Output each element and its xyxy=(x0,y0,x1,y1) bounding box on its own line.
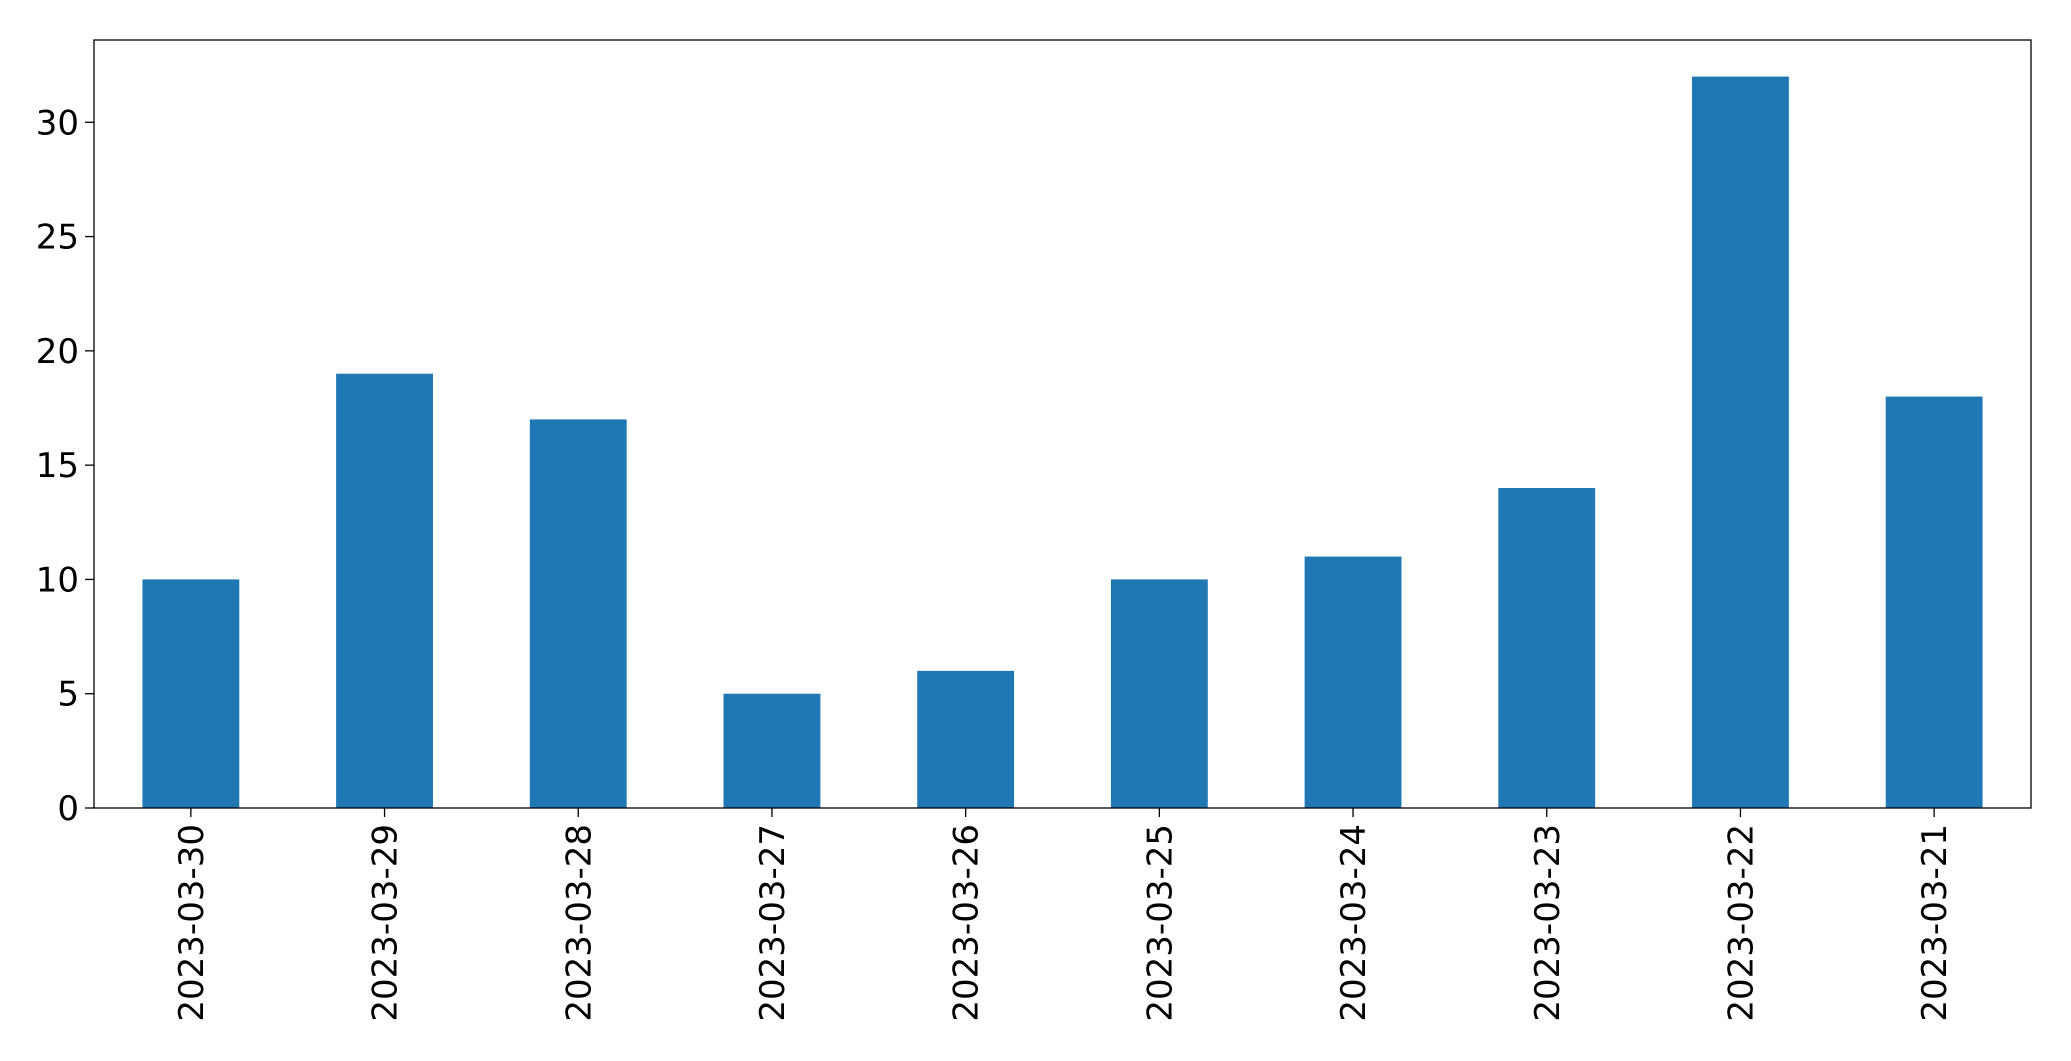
x-tick-label: 2023-03-21 xyxy=(1915,824,1955,1022)
x-tick-label: 2023-03-22 xyxy=(1721,824,1761,1022)
bar xyxy=(1498,488,1596,808)
bar xyxy=(1110,579,1208,808)
bar xyxy=(723,693,821,808)
x-tick-label: 2023-03-29 xyxy=(366,824,406,1022)
bar xyxy=(1304,556,1402,808)
y-tick-label: 0 xyxy=(57,789,79,829)
bar xyxy=(336,373,433,808)
y-tick-label: 25 xyxy=(36,218,79,258)
y-tick-label: 30 xyxy=(36,103,79,143)
bar xyxy=(142,579,240,808)
x-tick-label: 2023-03-27 xyxy=(753,824,793,1022)
bar xyxy=(529,419,627,808)
x-tick-label: 2023-03-26 xyxy=(947,824,987,1022)
y-tick-label: 5 xyxy=(57,675,79,715)
bar xyxy=(917,670,1015,808)
bar xyxy=(1885,396,1983,808)
x-tick-label: 2023-03-24 xyxy=(1334,824,1374,1022)
y-tick-label: 10 xyxy=(36,560,79,600)
bar xyxy=(1692,76,1789,809)
axes-frame xyxy=(93,39,2032,809)
x-tick-label: 2023-03-28 xyxy=(559,824,599,1022)
y-tick-label: 20 xyxy=(36,332,79,372)
x-tick-label: 2023-03-30 xyxy=(172,824,212,1022)
x-tick-label: 2023-03-23 xyxy=(1528,824,1568,1022)
y-tick-label: 15 xyxy=(36,446,79,486)
x-tick-label: 2023-03-25 xyxy=(1140,824,1180,1022)
